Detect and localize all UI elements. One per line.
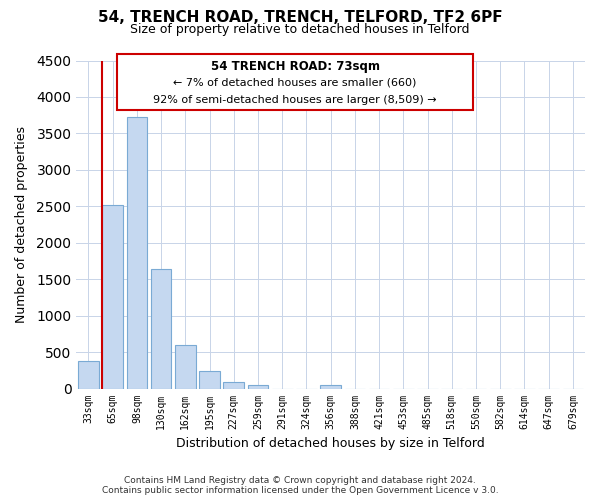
Text: ← 7% of detached houses are smaller (660): ← 7% of detached houses are smaller (660… (173, 78, 417, 88)
Bar (127, 118, 147, 388)
Bar (103, 205, 123, 388)
Text: Contains public sector information licensed under the Open Government Licence v : Contains public sector information licen… (101, 486, 499, 495)
Y-axis label: Number of detached properties: Number of detached properties (15, 126, 28, 323)
Text: 54, TRENCH ROAD, TRENCH, TELFORD, TF2 6PF: 54, TRENCH ROAD, TRENCH, TELFORD, TF2 6P… (98, 10, 502, 25)
X-axis label: Distribution of detached houses by size in Telford: Distribution of detached houses by size … (176, 437, 485, 450)
Text: Size of property relative to detached houses in Telford: Size of property relative to detached ho… (130, 22, 470, 36)
Bar (151, 269, 172, 388)
Bar (320, 384, 341, 388)
Bar (78, 361, 99, 388)
Bar (248, 384, 268, 388)
Text: Contains HM Land Registry data © Crown copyright and database right 2024.: Contains HM Land Registry data © Crown c… (124, 476, 476, 485)
Bar (175, 345, 196, 389)
Bar (199, 371, 220, 388)
Text: 54 TRENCH ROAD: 73sqm: 54 TRENCH ROAD: 73sqm (211, 60, 380, 72)
Text: 92% of semi-detached houses are larger (8,509) →: 92% of semi-detached houses are larger (… (153, 94, 437, 104)
Bar (223, 382, 244, 388)
